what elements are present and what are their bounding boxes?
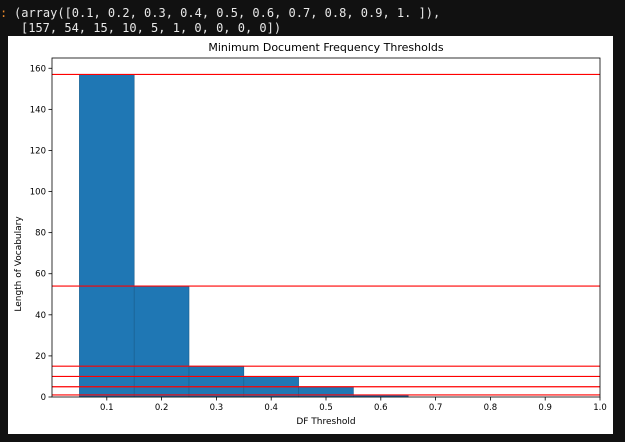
y-tick-label: 40 <box>35 311 46 321</box>
y-tick-label: 160 <box>30 64 46 74</box>
y-axis-label: Length of Vocabulary <box>14 216 24 312</box>
bar <box>188 365 245 398</box>
output-line-1: (array([0.1, 0.2, 0.3, 0.4, 0.5, 0.6, 0.… <box>14 6 441 20</box>
y-tick-label: 80 <box>35 229 46 239</box>
x-tick-label: 0.2 <box>155 403 169 413</box>
bar <box>79 74 135 398</box>
x-tick-label: 0.3 <box>210 403 224 413</box>
y-tick-label: 60 <box>35 270 46 280</box>
x-tick-label: 0.8 <box>484 403 498 413</box>
histogram-chart: Minimum Document Frequency Thresholds 0.… <box>14 41 607 427</box>
y-tick-label: 20 <box>35 352 46 362</box>
output-prompt: : <box>0 6 8 20</box>
x-tick-label: 0.5 <box>319 403 333 413</box>
x-tick-label: 0.9 <box>538 403 552 413</box>
x-axis-label: DF Threshold <box>296 417 355 427</box>
chart-figure: Minimum Document Frequency Thresholds 0.… <box>8 36 613 434</box>
x-tick-label: 0.7 <box>429 403 443 413</box>
x-tick-label: 0.4 <box>264 403 278 413</box>
output-line-2: [157, 54, 15, 10, 5, 1, 0, 0, 0, 0]) <box>21 21 282 35</box>
x-tick-label: 0.1 <box>100 403 114 413</box>
y-tick-label: 140 <box>30 105 46 115</box>
y-tick-label: 120 <box>30 146 46 156</box>
y-tick-label: 0 <box>41 393 46 403</box>
x-tick-label: 0.6 <box>374 403 388 413</box>
x-tick-label: 1.0 <box>593 403 607 413</box>
y-tick-label: 100 <box>30 188 46 198</box>
chart-title: Minimum Document Frequency Thresholds <box>208 41 443 54</box>
bar <box>133 285 190 398</box>
